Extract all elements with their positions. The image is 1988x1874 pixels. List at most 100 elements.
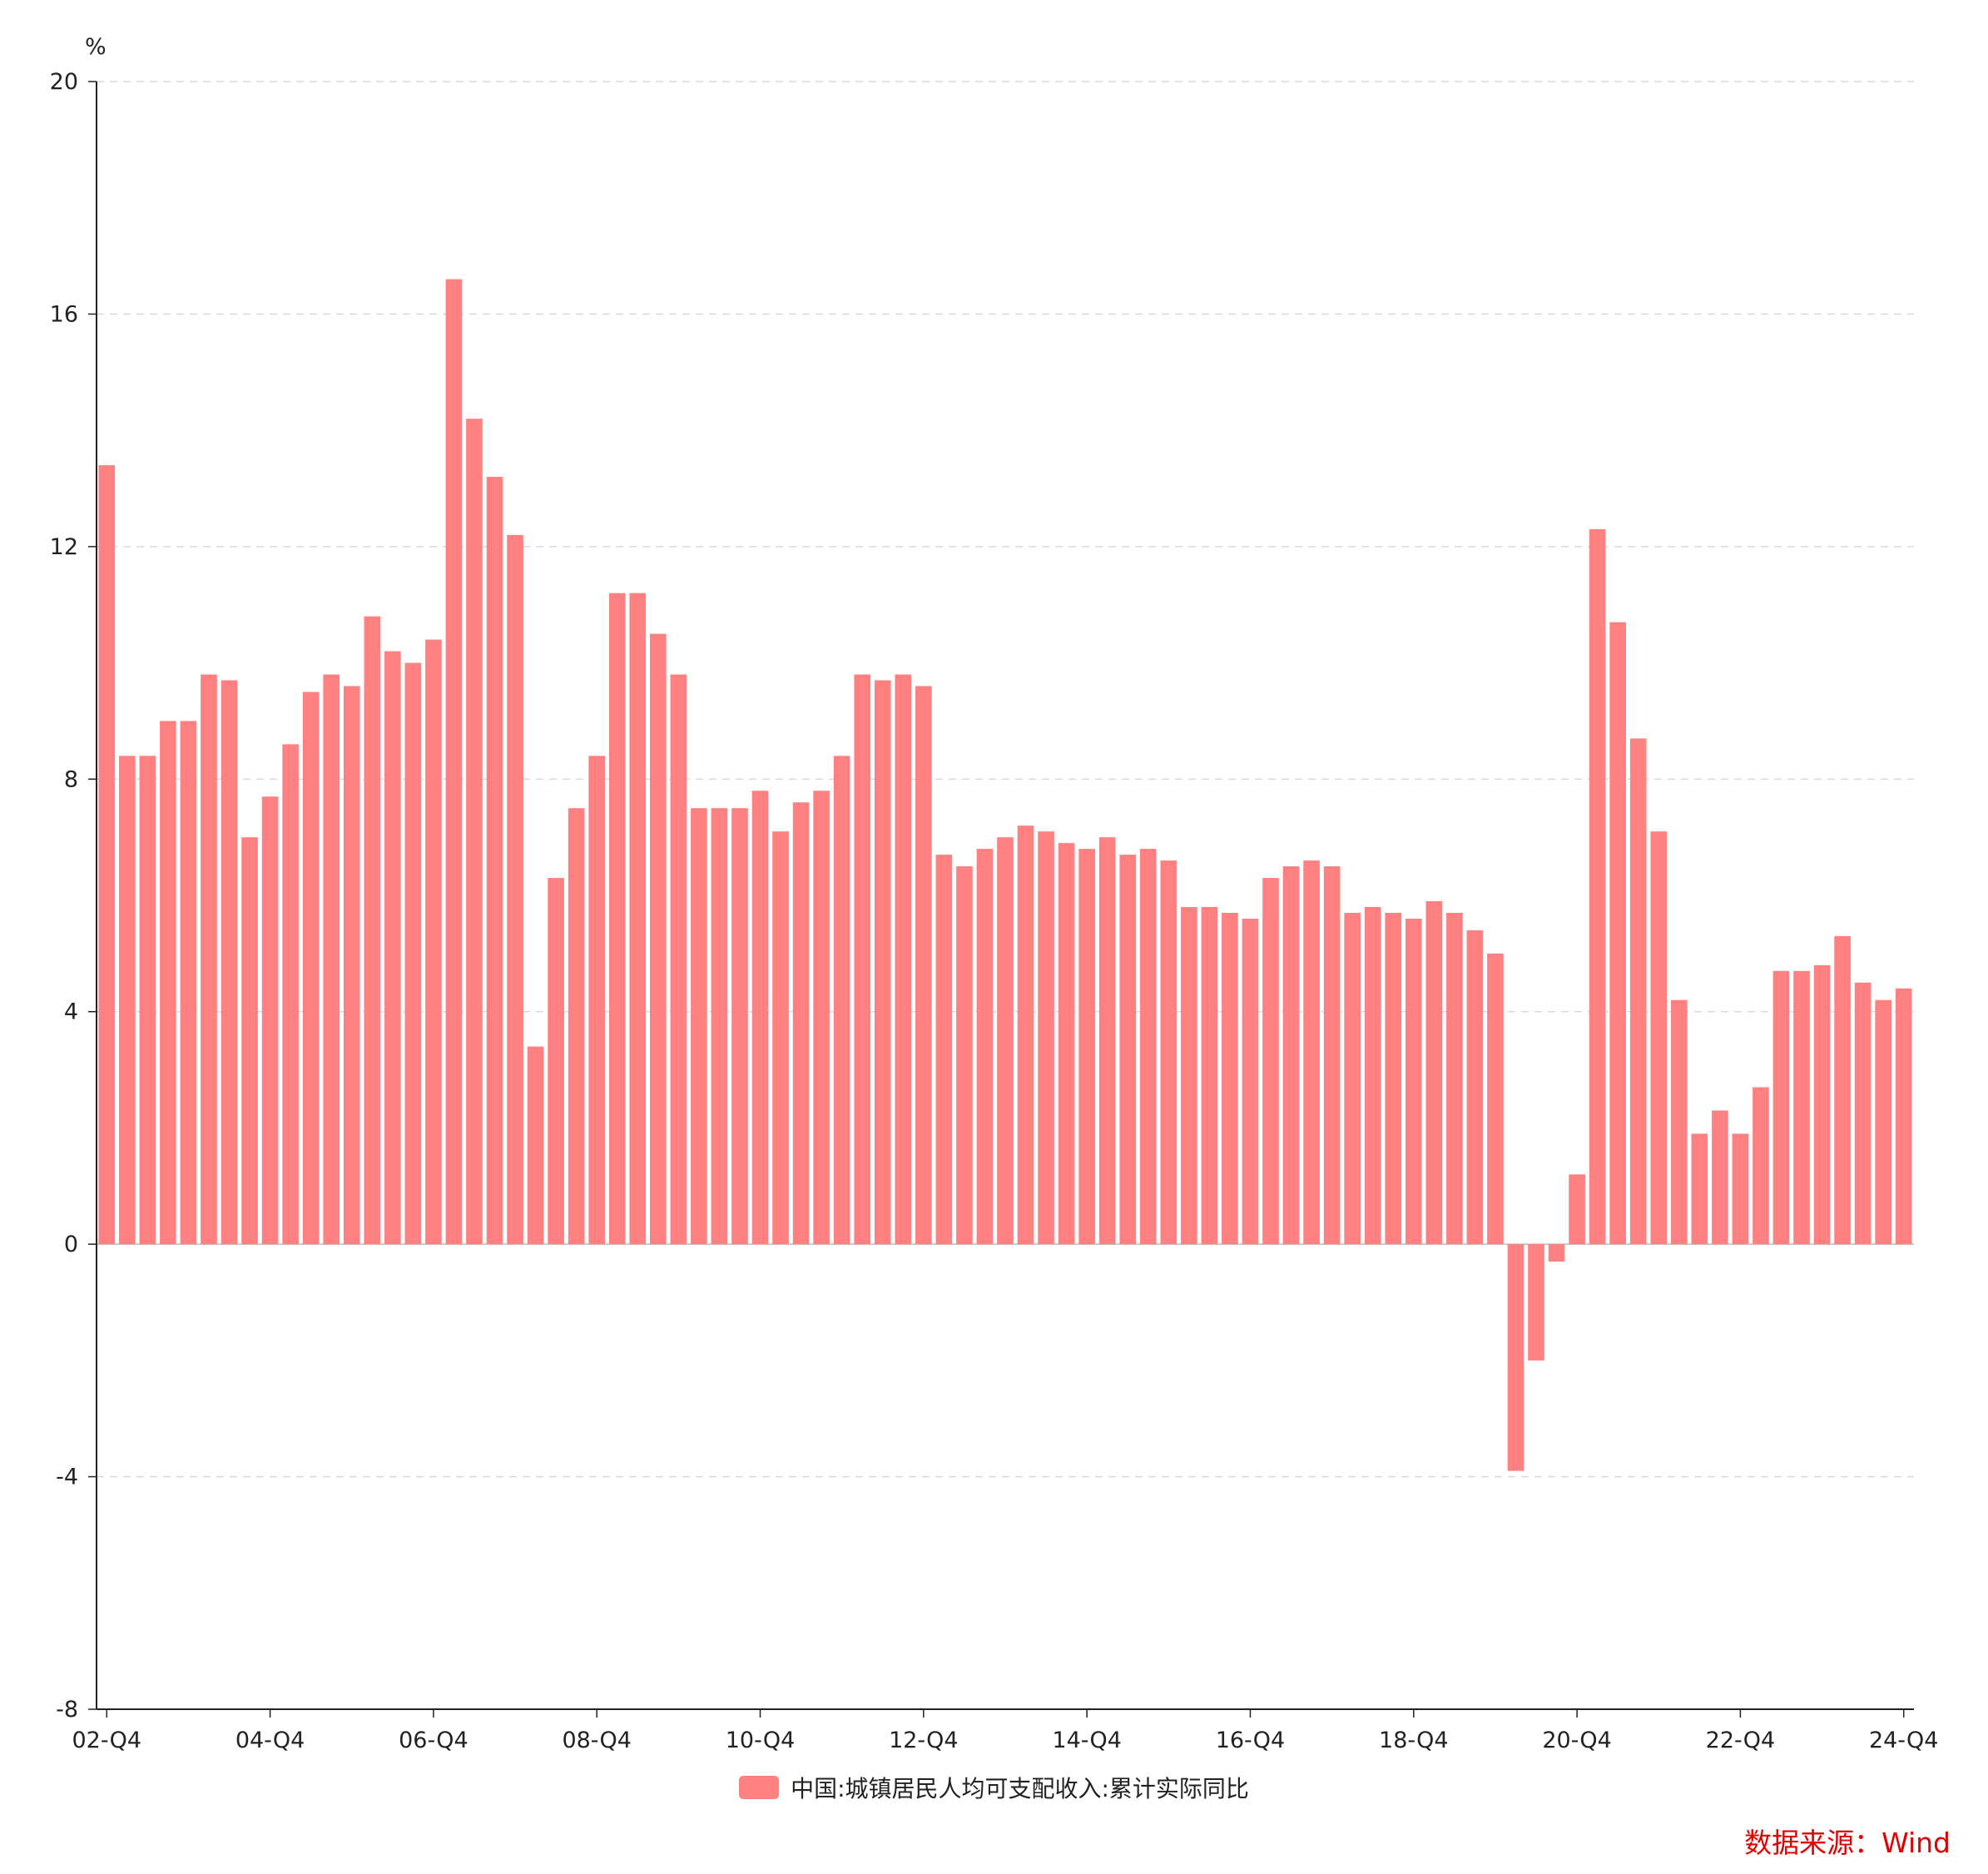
bar-07-Q3	[486, 477, 503, 1245]
bar-13-Q3	[976, 849, 994, 1245]
bar-17-Q2	[1282, 866, 1300, 1245]
bar-10-Q3	[731, 808, 748, 1245]
bar-19-Q3	[1466, 930, 1484, 1245]
x-tick-label: 18-Q4	[1379, 1728, 1449, 1753]
bar-11-Q2	[792, 802, 810, 1245]
x-tick-label: 16-Q4	[1216, 1728, 1286, 1753]
bar-18-Q4	[1405, 918, 1422, 1245]
source-note: 数据来源：Wind	[1744, 1827, 1951, 1859]
bar-21-Q3	[1629, 738, 1647, 1245]
y-tick-label: 20	[50, 69, 78, 95]
bar-18-Q1	[1344, 912, 1361, 1245]
bar-18-Q2	[1364, 906, 1381, 1245]
bar-21-Q2	[1609, 622, 1626, 1245]
bar-06-Q2	[384, 651, 401, 1245]
bar-11-Q1	[772, 831, 789, 1245]
bar-18-Q3	[1385, 912, 1402, 1245]
bar-14-Q4	[1078, 849, 1095, 1245]
bar-12-Q4	[915, 686, 932, 1245]
bar-08-Q2	[548, 878, 564, 1245]
bar-22-Q1	[1670, 999, 1688, 1245]
axes: % 20 16 12 8 4 0 -4 -8 02-Q4 04-Q4 06-Q4 08-Q4 10-Q4…	[50, 34, 1939, 1753]
bar-12-Q1	[854, 674, 871, 1245]
bar-10-Q2	[711, 808, 728, 1245]
bar-07-Q1	[445, 279, 463, 1245]
bar-05-Q3	[323, 674, 340, 1245]
y-tick-label: 8	[64, 766, 78, 792]
bar-21-Q4	[1650, 831, 1668, 1245]
bar-03-Q3	[160, 721, 176, 1245]
bar-02-Q4	[98, 465, 116, 1245]
bar-20-Q3	[1548, 1244, 1565, 1262]
bar-07-Q2	[466, 419, 483, 1245]
y-tick-label: 4	[64, 999, 78, 1025]
bar-19-Q2	[1446, 912, 1463, 1245]
x-tick-label: 20-Q4	[1542, 1728, 1612, 1753]
bar-11-Q3	[813, 791, 830, 1245]
bar-03-Q1	[118, 756, 136, 1245]
bar-13-Q1	[935, 855, 953, 1245]
bar-23-Q3	[1793, 970, 1810, 1245]
x-tick-label: 22-Q4	[1706, 1728, 1776, 1753]
x-tick-label: 06-Q4	[399, 1728, 468, 1753]
bar-15-Q2	[1119, 855, 1137, 1245]
bar-23-Q4	[1813, 964, 1831, 1245]
bar-11-Q4	[833, 756, 850, 1245]
bar-14-Q1	[1017, 825, 1034, 1245]
bar-16-Q4	[1242, 918, 1259, 1245]
x-tick-label: 24-Q4	[1869, 1728, 1939, 1753]
bar-19-Q4	[1487, 953, 1504, 1245]
y-axis-unit-label: %	[85, 34, 107, 60]
bar-06-Q1	[364, 616, 381, 1245]
x-tick-label: 04-Q4	[235, 1728, 305, 1753]
bar-19-Q1	[1425, 900, 1443, 1245]
x-tick-label: 02-Q4	[72, 1728, 142, 1753]
legend-series-name: 中国:城镇居民人均可支配收入:累计实际同比	[791, 1775, 1249, 1802]
bar-12-Q2	[874, 680, 891, 1245]
bar-08-Q1	[527, 1046, 544, 1245]
x-tick-label: 14-Q4	[1052, 1728, 1122, 1753]
bar-05-Q2	[302, 692, 320, 1245]
y-tick-label: 12	[50, 534, 78, 560]
bar-22-Q3	[1712, 1110, 1728, 1245]
bar-14-Q2	[1038, 831, 1054, 1245]
bar-23-Q1	[1753, 1087, 1769, 1245]
bar-24-Q1	[1834, 935, 1851, 1245]
bar-20-Q1	[1507, 1244, 1524, 1471]
bar-05-Q4	[343, 686, 360, 1245]
bar-24-Q4	[1895, 988, 1912, 1245]
bar-15-Q3	[1139, 849, 1157, 1245]
bar-09-Q2	[629, 592, 647, 1245]
bar-08-Q3	[568, 808, 585, 1245]
bar-08-Q4	[588, 756, 606, 1245]
bar-14-Q3	[1058, 843, 1075, 1245]
bar-15-Q4	[1160, 860, 1177, 1245]
bar-04-Q2	[221, 680, 238, 1245]
bar-20-Q4	[1569, 1174, 1585, 1245]
bar-17-Q4	[1323, 866, 1341, 1245]
y-tick-label: 16	[50, 301, 78, 327]
bar-24-Q2	[1854, 982, 1871, 1245]
bar-20-Q2	[1528, 1244, 1544, 1361]
bar-06-Q3	[404, 662, 422, 1245]
bar-05-Q1	[282, 744, 299, 1245]
bar-15-Q1	[1098, 837, 1116, 1245]
bar-06-Q4	[425, 639, 442, 1245]
bar-10-Q4	[751, 791, 769, 1245]
bar-13-Q4	[997, 837, 1014, 1245]
bar-16-Q1	[1181, 906, 1197, 1245]
bar-12-Q3	[895, 674, 912, 1245]
bar-04-Q4	[261, 796, 279, 1245]
y-tick-label: -4	[56, 1465, 78, 1490]
x-tick-label: 08-Q4	[562, 1728, 632, 1753]
bar-16-Q3	[1222, 912, 1238, 1245]
bar-09-Q1	[608, 592, 626, 1245]
bar-04-Q1	[201, 674, 217, 1245]
bar-23-Q2	[1772, 970, 1790, 1245]
bar-09-Q4	[670, 674, 687, 1245]
bar-13-Q2	[956, 866, 973, 1245]
bar-22-Q4	[1732, 1133, 1749, 1245]
legend: 中国:城镇居民人均可支配收入:累计实际同比	[0, 1771, 1988, 1804]
bar-24-Q3	[1875, 999, 1892, 1245]
bar-03-Q2	[139, 756, 156, 1245]
